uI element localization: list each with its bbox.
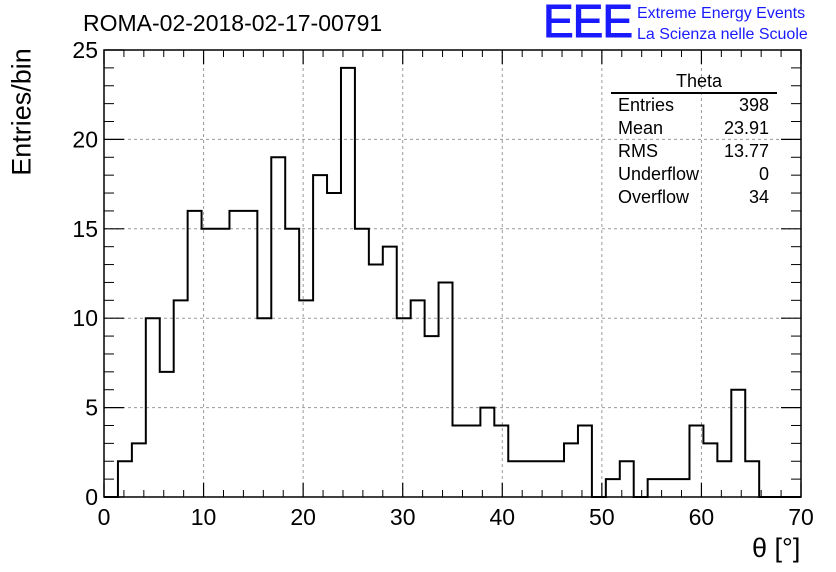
y-tick-label: 25 <box>72 37 98 63</box>
stats-value: 34 <box>748 187 769 207</box>
org-line-2: La Scienza nelle Scuole <box>637 26 808 43</box>
stats-label: Underflow <box>618 164 700 184</box>
org-line-1: Extreme Energy Events <box>637 5 806 22</box>
y-tick-label: 15 <box>72 216 98 242</box>
stats-row-overflow: Overflow 34 <box>611 186 777 209</box>
y-tick-label: 10 <box>72 305 98 331</box>
stats-value: 13.77 <box>723 141 769 161</box>
stats-row-entries: Entries 398 <box>611 94 777 117</box>
stats-label: Mean <box>618 118 664 138</box>
stats-title: Theta <box>611 70 777 94</box>
x-axis-label: θ [°] <box>752 533 801 563</box>
stats-value: 23.91 <box>723 118 769 138</box>
stats-value: 398 <box>738 95 769 115</box>
eee-logo: EEE <box>542 0 633 47</box>
run-title: ROMA-02-2018-02-17-00791 <box>83 10 383 36</box>
stats-label: Entries <box>618 95 675 115</box>
org-name: Extreme Energy Events La Scienza nelle S… <box>637 3 808 45</box>
stats-row-underflow: Underflow 0 <box>611 163 777 186</box>
stats-row-rms: RMS 13.77 <box>611 140 777 163</box>
stats-label: RMS <box>618 141 658 161</box>
stats-value: 0 <box>758 164 769 184</box>
stats-box: Theta Entries 398 Mean 23.91 RMS 13.77 U… <box>611 70 777 209</box>
y-tick-label: 5 <box>85 395 98 421</box>
y-axis-label: Entries/bin <box>6 48 37 176</box>
x-tick-label: 20 <box>290 504 316 530</box>
plot-frame <box>103 49 802 498</box>
x-tick-label: 10 <box>191 504 217 530</box>
x-tick-label: 30 <box>390 504 416 530</box>
histogram-series <box>104 66 801 498</box>
stats-label: Overflow <box>618 187 690 207</box>
y-tick-label: 20 <box>72 126 98 152</box>
x-tick-label: 60 <box>689 504 715 530</box>
x-tick-label: 40 <box>489 504 515 530</box>
x-tick-label: 0 <box>98 504 111 530</box>
x-tick-label: 50 <box>589 504 615 530</box>
x-tick-label: 70 <box>788 504 814 530</box>
stats-row-mean: Mean 23.91 <box>611 117 777 140</box>
y-tick-label: 0 <box>85 484 98 510</box>
